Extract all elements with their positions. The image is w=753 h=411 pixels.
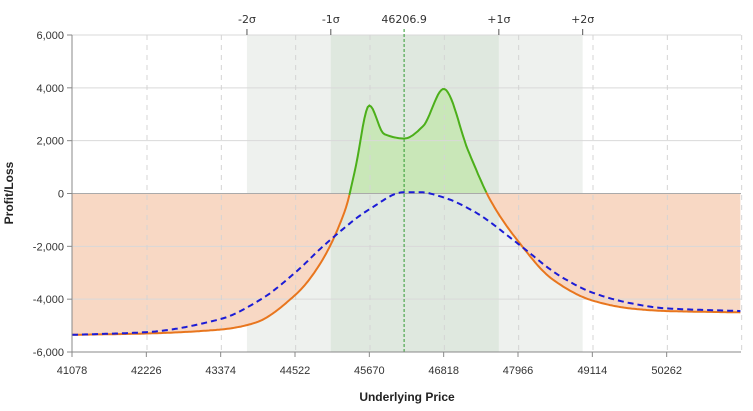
y-tick-label: -6,000 <box>33 347 64 359</box>
pl-curves <box>72 87 741 336</box>
axes <box>67 34 741 357</box>
payoff-curve-loss <box>72 194 351 336</box>
x-tick-label: 44522 <box>280 365 311 377</box>
x-tick-label: 42226 <box>131 365 162 377</box>
x-tick-label: 47966 <box>503 365 534 377</box>
sigma-label: -1σ <box>322 13 340 26</box>
x-tick-label: 45670 <box>354 365 385 377</box>
current-price-label: 46206.9 <box>381 13 427 26</box>
x-axis-title: Underlying Price <box>359 390 455 404</box>
payoff-curve-loss <box>485 192 741 314</box>
y-tick-label: -2,000 <box>33 241 64 253</box>
sigma-label: +2σ <box>571 13 594 26</box>
y-axis-title: Profit/Loss <box>2 161 16 224</box>
x-tick-label: 49114 <box>577 365 607 377</box>
y-tick-label: 4,000 <box>36 83 64 95</box>
y-tick-label: 0 <box>58 189 64 201</box>
x-tick-label: 46818 <box>428 365 459 377</box>
x-tick-label: 43374 <box>205 365 236 377</box>
profit-area <box>72 89 741 194</box>
x-tick-label: 41078 <box>57 365 88 377</box>
x-tick-label: 50262 <box>651 365 682 377</box>
sigma-label: +1σ <box>487 13 510 26</box>
payoff-curve-profit <box>348 87 488 196</box>
axis-labels: 6,000 4,000 2,000 0 -2,000 -4,000 -6,000 41078 4… <box>33 13 682 377</box>
y-tick-label: 6,000 <box>36 30 64 42</box>
sigma-label: -2σ <box>238 13 256 26</box>
y-tick-label: -4,000 <box>33 294 64 306</box>
y-tick-label: 2,000 <box>36 136 64 148</box>
expected-pl-curve <box>72 191 741 336</box>
